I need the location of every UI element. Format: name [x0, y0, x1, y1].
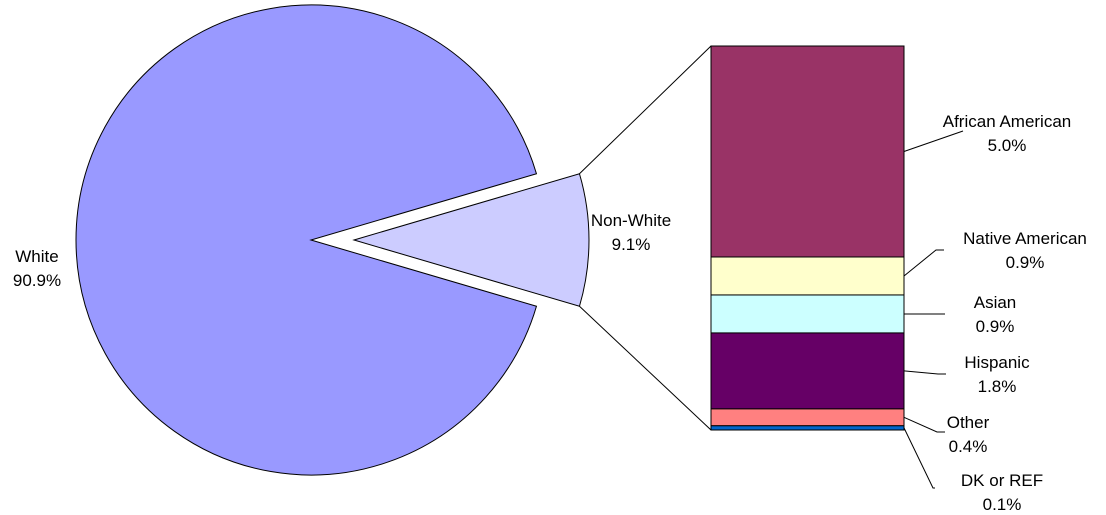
bar-label-african-american-value: 5.0%	[988, 136, 1027, 155]
pie-label-white-value: 90.9%	[13, 271, 61, 290]
bar-label-other-leader	[903, 416, 945, 433]
bar-label-hispanic-leader	[903, 370, 946, 375]
connector-line-top	[579, 45, 712, 175]
bar-label-dk-or-ref-value: 0.1%	[983, 495, 1022, 514]
bar-label-other-label: Other	[947, 413, 990, 432]
bar-segment-african-american	[710, 45, 905, 258]
bar-label-native-american-label: Native American	[963, 229, 1087, 248]
bar-label-hispanic-label: Hispanic	[964, 353, 1030, 372]
pie-label-non-white-value: 9.1%	[612, 235, 651, 254]
pie-slice-white	[75, 4, 538, 476]
bar-segment-native-american	[710, 256, 905, 296]
bar-label-hispanic-value: 1.8%	[978, 377, 1017, 396]
bar-label-asian-label: Asian	[974, 293, 1017, 312]
bar-segment-asian	[710, 294, 905, 334]
connector-line-bottom	[579, 305, 712, 431]
bar-label-african-american-label: African American	[943, 112, 1072, 131]
pie-label-white-label: White	[15, 247, 58, 266]
bar-segment-hispanic	[710, 332, 905, 410]
pie-label-non-white-label: Non-White	[591, 211, 671, 230]
bar-label-other-value: 0.4%	[949, 437, 988, 456]
pie-slice-non-white	[352, 173, 590, 307]
bar-label-asian-value: 0.9%	[976, 317, 1015, 336]
bar-label-african-american-leader	[903, 130, 964, 152]
bar-label-dk-or-ref-leader	[903, 427, 935, 489]
bar-segment-other	[710, 408, 905, 427]
bar-label-native-american-value: 0.9%	[1006, 253, 1045, 272]
bar-label-native-american-leader	[903, 249, 944, 277]
bar-label-dk-or-ref-label: DK or REF	[961, 471, 1043, 490]
bar-segment-dk-or-ref	[710, 425, 905, 431]
